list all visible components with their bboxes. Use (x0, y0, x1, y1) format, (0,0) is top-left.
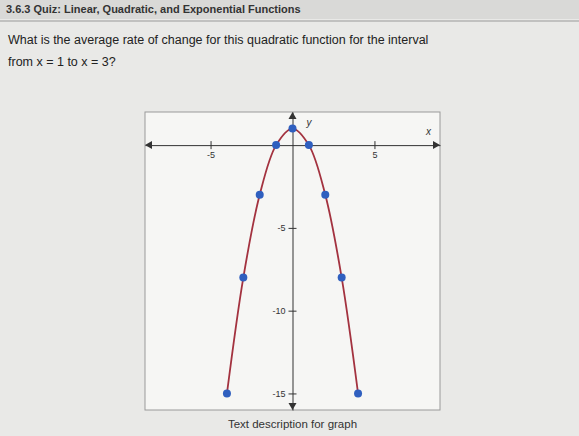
y-tick-label: -5 (277, 223, 285, 233)
point (272, 141, 280, 149)
y-tick-mark (289, 311, 297, 312)
header-band (0, 0, 579, 19)
y-tick-label: -10 (272, 306, 285, 316)
question-text: from x = 1 to x = 3? (8, 55, 116, 69)
page: 3.6.3 Quiz: Linear, Quadratic, and Expon… (0, 0, 579, 436)
arrow-down (289, 403, 297, 410)
arrow-up (289, 112, 297, 119)
x-tick-label: 5 (372, 151, 377, 161)
y-tick: -15 (272, 389, 296, 399)
point (223, 389, 231, 397)
axis-arrows (145, 112, 440, 410)
x-tick: -5 (207, 141, 215, 160)
point (338, 274, 346, 282)
y-tick-mark (289, 228, 297, 229)
y-tick: -10 (272, 306, 296, 316)
y-axis-line (293, 113, 294, 411)
header-title: 3.6.3 Quiz: Linear, Quadratic, and Expon… (6, 3, 301, 15)
y-tick: -5 (277, 223, 296, 233)
plot-area (223, 125, 362, 398)
point (239, 274, 247, 282)
point (256, 191, 264, 199)
x-tick-label: -5 (207, 151, 215, 161)
point (321, 191, 329, 199)
question-text: What is the average rate of change for t… (8, 33, 428, 47)
arrow-left (145, 141, 152, 149)
point (305, 141, 313, 149)
x-tick-mark (211, 141, 212, 149)
point (354, 389, 362, 397)
x-tick-mark (374, 141, 375, 149)
x-tick: 5 (372, 141, 377, 160)
y-axis-title: y (306, 117, 313, 128)
x-axis-title: x (425, 126, 432, 137)
text-description-link[interactable]: Text description for graph (228, 418, 357, 430)
y-tick-mark (289, 393, 297, 394)
curve (227, 129, 358, 394)
point (289, 125, 297, 133)
plot-frame (145, 112, 440, 410)
arrow-right (433, 141, 440, 149)
header-rule (0, 21, 579, 22)
y-tick-label: -15 (272, 389, 285, 399)
y-axis: -15 -10 -5 (272, 113, 296, 411)
